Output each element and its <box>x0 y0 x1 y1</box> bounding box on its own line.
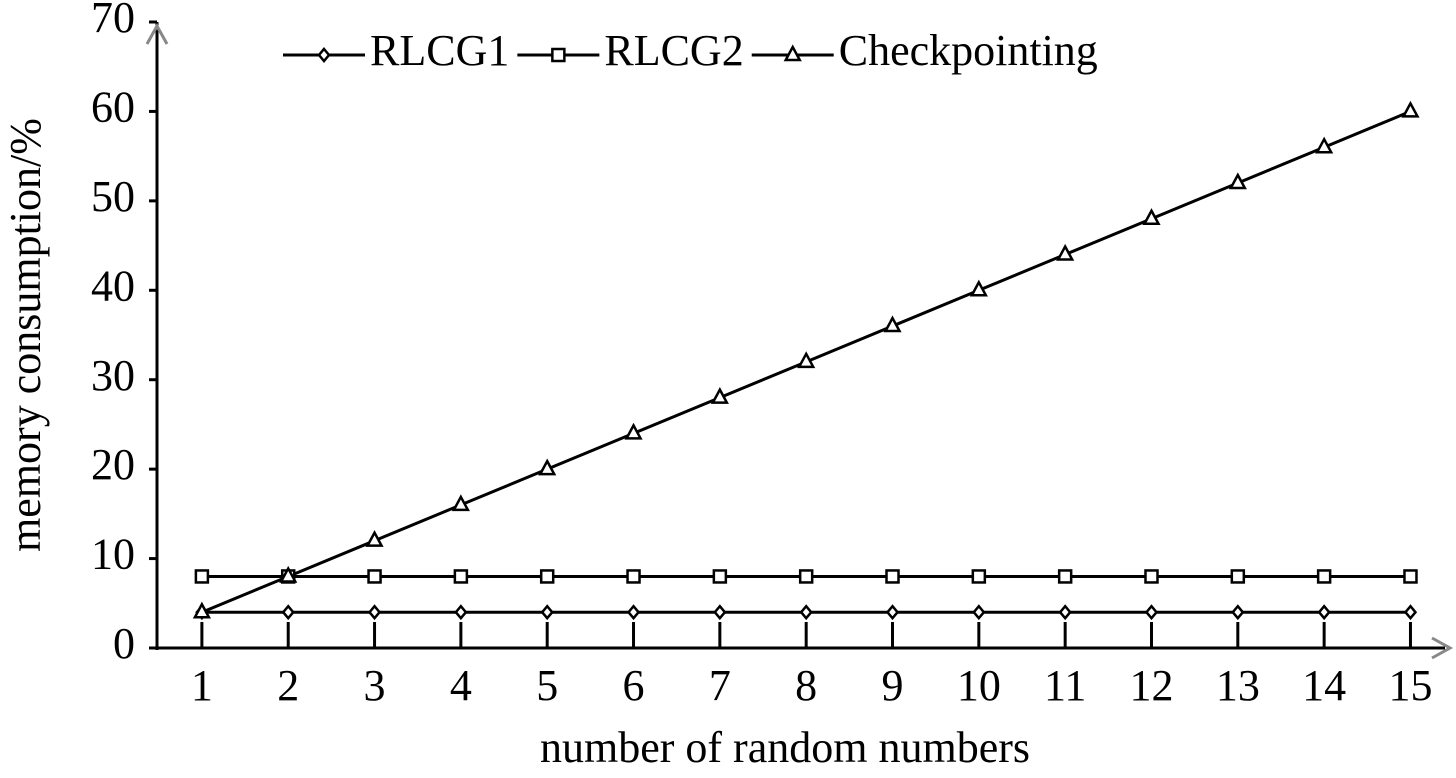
y-tick-label: 10 <box>91 530 135 579</box>
data-point <box>799 604 813 621</box>
data-point <box>538 458 557 476</box>
x-tick-label: 4 <box>450 661 472 710</box>
y-tick-label: 60 <box>91 83 135 132</box>
data-point <box>539 569 555 584</box>
x-tick-label: 8 <box>795 661 817 710</box>
data-point <box>367 604 382 621</box>
y-axis-arrow <box>145 22 169 45</box>
data-point <box>1401 100 1420 118</box>
y-tick-label: 0 <box>113 619 135 668</box>
data-point <box>1316 569 1332 584</box>
x-tick-label: 14 <box>1302 661 1346 710</box>
data-point <box>1228 172 1247 190</box>
data-point <box>969 279 988 297</box>
data-point <box>883 315 902 333</box>
x-tick-label: 5 <box>536 661 558 710</box>
data-point <box>626 569 641 584</box>
data-point <box>1230 569 1246 584</box>
x-tick-label: 3 <box>364 661 386 710</box>
x-tick-label: 10 <box>957 661 1001 710</box>
data-point <box>451 494 470 512</box>
data-point <box>281 604 295 621</box>
x-tick-label: 13 <box>1216 661 1260 710</box>
y-tick-label: 30 <box>91 351 135 400</box>
legend-label: RLCG1 <box>370 26 509 75</box>
data-point <box>367 569 382 584</box>
legend-marker <box>783 44 802 62</box>
x-tick-label: 7 <box>709 661 731 710</box>
data-point <box>365 530 384 547</box>
data-point <box>885 604 900 621</box>
data-point <box>1057 569 1073 584</box>
data-point <box>1144 604 1159 621</box>
data-point <box>624 422 643 440</box>
data-point <box>713 604 727 621</box>
y-tick-label: 70 <box>91 0 135 42</box>
data-point <box>710 386 729 404</box>
data-point <box>1058 604 1072 621</box>
x-tick-label: 12 <box>1129 661 1173 710</box>
data-point <box>971 569 987 584</box>
data-point <box>1231 604 1245 621</box>
data-point <box>453 569 469 584</box>
data-point <box>712 569 728 584</box>
data-point <box>626 604 641 621</box>
data-point <box>798 569 814 584</box>
data-point <box>1403 604 1418 621</box>
data-point <box>1056 243 1075 261</box>
x-tick-label: 6 <box>623 661 645 710</box>
x-axis-arrow <box>1431 636 1454 660</box>
data-point <box>797 351 816 369</box>
y-tick-label: 40 <box>91 261 135 310</box>
legend-label: Checkpointing <box>839 26 1098 75</box>
x-tick-label: 2 <box>277 661 299 710</box>
data-point <box>885 569 900 584</box>
data-point <box>1403 569 1418 584</box>
x-tick-label: 15 <box>1388 661 1432 710</box>
legend-marker <box>317 47 331 63</box>
data-point <box>1142 208 1161 225</box>
data-point <box>194 569 210 584</box>
legend-label: RLCG2 <box>604 26 743 75</box>
legend-marker <box>551 47 566 63</box>
x-tick-label: 1 <box>191 661 213 710</box>
data-point <box>1317 604 1331 621</box>
x-tick-label: 9 <box>882 661 904 710</box>
data-point <box>540 604 554 621</box>
data-point <box>192 601 211 619</box>
data-point <box>454 604 468 621</box>
data-point <box>972 604 986 621</box>
y-axis-label: memory consumption/% <box>1 118 50 552</box>
y-tick-label: 20 <box>91 440 135 489</box>
x-axis-label: number of random numbers <box>540 723 1030 772</box>
data-point <box>1315 136 1334 154</box>
data-point <box>1144 569 1159 584</box>
y-tick-label: 50 <box>91 172 135 221</box>
x-tick-label: 11 <box>1044 661 1086 710</box>
data-point <box>279 565 298 583</box>
